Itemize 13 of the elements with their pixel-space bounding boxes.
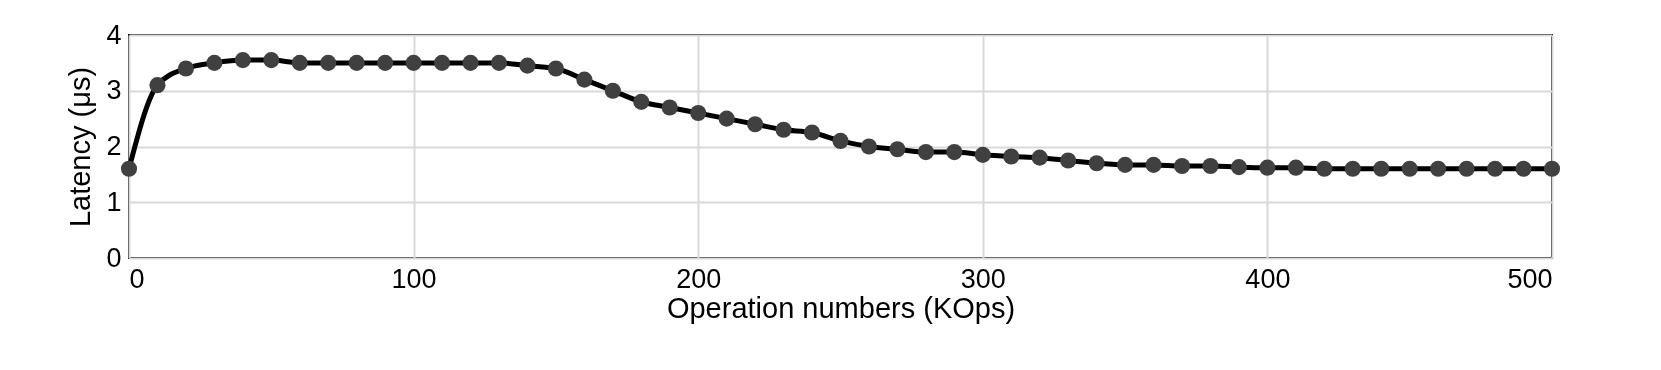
x-tick-label: 200 [676,263,722,294]
x-tick-label: 100 [391,263,437,294]
y-tick-label: 1 [106,186,122,217]
x-axis-title: Operation numbers (KOps) [666,291,1016,324]
x-tick-label: 400 [1245,263,1291,294]
y-tick-label: 4 [106,19,122,50]
y-tick-label: 3 [106,75,122,106]
y-tick-label: 0 [106,242,122,273]
y-axis-title: Latency (μs) [64,66,97,228]
x-tick-label: 500 [1507,263,1553,294]
y-tick-label: 2 [106,131,122,161]
x-tick-label: 300 [960,263,1006,294]
x-tick-label: 0 [129,263,145,294]
